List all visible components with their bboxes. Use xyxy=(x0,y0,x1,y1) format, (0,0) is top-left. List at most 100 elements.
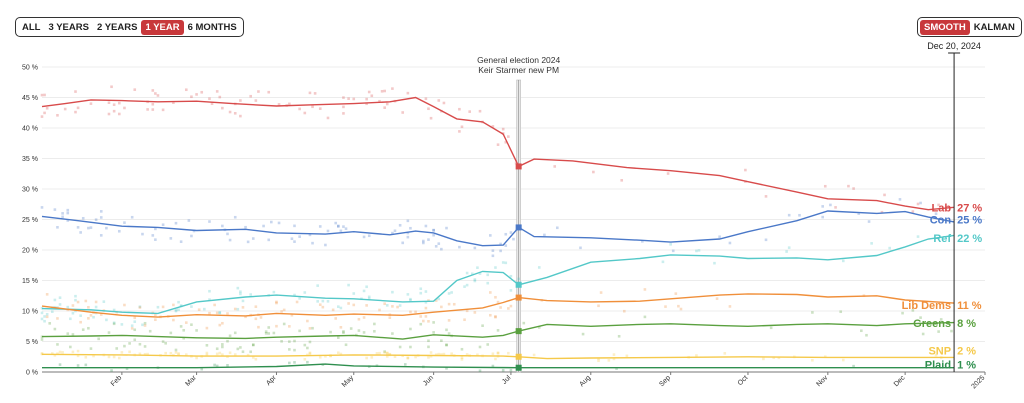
range-1-year-button[interactable]: 1 YEAR xyxy=(141,19,184,35)
y-tick-label: 5 % xyxy=(26,339,38,346)
smooth-mode-button[interactable]: SMOOTH xyxy=(920,19,970,35)
poll-dot xyxy=(664,305,667,308)
poll-dot xyxy=(169,237,173,240)
poll-dot xyxy=(154,313,157,317)
range-3-years-button[interactable]: 3 YEARS xyxy=(48,21,89,33)
poll-dot xyxy=(210,102,214,106)
poll-dot xyxy=(308,352,312,355)
poll-dot xyxy=(179,240,183,243)
poll-dot xyxy=(272,290,276,294)
poll-dot xyxy=(236,307,240,311)
poll-dot xyxy=(458,245,461,249)
poll-dot xyxy=(43,93,46,97)
poll-dot xyxy=(398,345,402,349)
y-tick-label: 20 % xyxy=(22,248,38,255)
poll-dot xyxy=(112,321,116,325)
poll-dot xyxy=(458,130,461,133)
y-tick-label: 40 % xyxy=(22,126,38,133)
poll-dot xyxy=(128,350,131,354)
poll-dot xyxy=(762,357,765,361)
poll-dot xyxy=(56,317,59,320)
range-all-button[interactable]: ALL xyxy=(22,21,41,33)
poll-dot xyxy=(419,322,423,326)
poll-dot xyxy=(357,329,361,332)
poll-dot xyxy=(509,231,513,234)
poll-dot xyxy=(424,97,428,101)
poll-dot xyxy=(221,353,224,356)
poll-dot xyxy=(507,307,510,310)
poll-dot xyxy=(308,91,312,95)
poll-dot xyxy=(66,219,70,222)
poll-dot xyxy=(221,345,224,349)
poll-dot xyxy=(233,331,237,335)
range-2-years-button[interactable]: 2 YEARS xyxy=(96,21,138,33)
poll-dot xyxy=(197,308,201,312)
poll-dot xyxy=(298,107,301,111)
poll-dot xyxy=(532,353,536,357)
poll-dot xyxy=(504,261,508,265)
series-name-label: SNP xyxy=(928,346,951,358)
poll-dot xyxy=(208,97,211,100)
poll-dot xyxy=(860,329,863,333)
poll-dot xyxy=(347,283,350,287)
poll-dot xyxy=(76,349,80,353)
poll-dot xyxy=(424,306,428,310)
poll-dot xyxy=(336,225,340,228)
poll-dot xyxy=(151,234,155,237)
poll-dot xyxy=(71,311,75,315)
poll-dot xyxy=(218,311,222,315)
poll-dot xyxy=(208,298,211,301)
trend-line-lab xyxy=(41,96,955,211)
poll-dot xyxy=(496,143,500,146)
poll-dot xyxy=(308,327,312,330)
poll-dot xyxy=(110,369,113,372)
poll-dot xyxy=(107,101,111,105)
poll-dot xyxy=(112,355,116,359)
poll-dot xyxy=(293,293,296,297)
poll-dot xyxy=(537,266,541,269)
x-tick-label: May xyxy=(341,374,356,389)
date-cursor[interactable]: Dec 20, 2024 xyxy=(927,41,981,372)
poll-dot xyxy=(777,356,781,360)
poll-dot xyxy=(445,226,448,230)
poll-dots-con xyxy=(40,198,938,258)
poll-dot xyxy=(440,247,443,251)
poll-dot xyxy=(143,321,147,325)
poll-dot xyxy=(442,101,446,105)
range-6-months-button[interactable]: 6 MONTHS xyxy=(187,21,237,33)
poll-dot xyxy=(373,329,376,333)
poll-dot xyxy=(911,309,915,312)
poll-dot xyxy=(99,210,103,213)
poll-dot xyxy=(246,240,250,244)
poll-dot xyxy=(496,351,500,355)
poll-dot xyxy=(40,93,44,97)
poll-dot xyxy=(308,233,312,237)
poll-dot xyxy=(48,322,52,325)
kalman-mode-button[interactable]: KALMAN xyxy=(973,21,1015,33)
poll-dot xyxy=(507,351,510,355)
poll-dot xyxy=(177,352,180,355)
poll-dot xyxy=(184,88,188,92)
poll-dot xyxy=(208,220,211,223)
x-tick-label: Oct xyxy=(737,374,750,387)
poll-dot xyxy=(385,351,389,355)
poll-dot xyxy=(306,353,309,357)
poll-dot xyxy=(342,112,345,115)
poll-dot xyxy=(226,232,229,236)
poll-dot xyxy=(496,300,500,304)
poll-dot xyxy=(133,316,137,320)
poll-dot xyxy=(334,317,338,320)
poll-dot xyxy=(597,359,600,363)
poll-dot xyxy=(190,305,193,308)
poll-dot xyxy=(133,320,137,323)
poll-dot xyxy=(852,187,855,190)
poll-dot xyxy=(419,315,423,318)
poll-dot xyxy=(440,339,443,343)
poll-dot xyxy=(339,352,343,356)
poll-dot xyxy=(476,266,479,269)
poll-dot xyxy=(251,356,255,359)
poll-dot xyxy=(89,226,93,229)
poll-dot xyxy=(318,303,322,307)
x-tick-label: Mar xyxy=(185,374,199,388)
